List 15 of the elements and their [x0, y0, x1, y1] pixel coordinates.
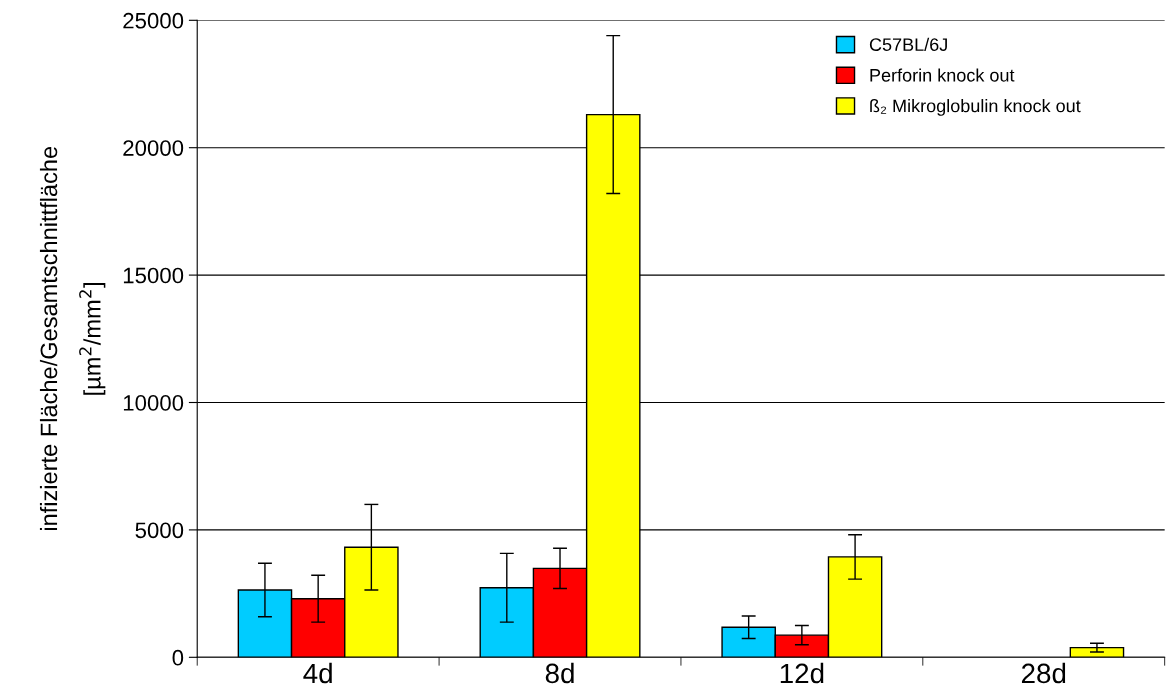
bar	[1069, 646, 1125, 658]
y-tick-label: 25000	[123, 12, 184, 29]
y-tick-label: 15000	[123, 267, 184, 284]
y-axis-title: infizierte Fläche/Gesamtschnittfläche [µm$^{2}$/mm$^{2}$]	[39, 146, 106, 531]
y-tick-label: 0	[172, 649, 184, 666]
legend-label: Perforin knock out	[870, 68, 1015, 82]
y-tick-label: 20000	[123, 140, 184, 156]
y-tick-label: 5000	[135, 522, 184, 539]
legend-label: ß₂ Mikroglobulin knock out	[870, 99, 1081, 116]
legend-label: C57BL/6J	[869, 37, 947, 51]
x-tick-label: 8d	[545, 662, 574, 684]
x-tick-label: 28d	[1021, 662, 1066, 684]
y-tick-label: 10000	[123, 395, 184, 411]
x-tick-label: 12d	[780, 662, 824, 684]
x-tick-label: 4d	[303, 662, 332, 684]
